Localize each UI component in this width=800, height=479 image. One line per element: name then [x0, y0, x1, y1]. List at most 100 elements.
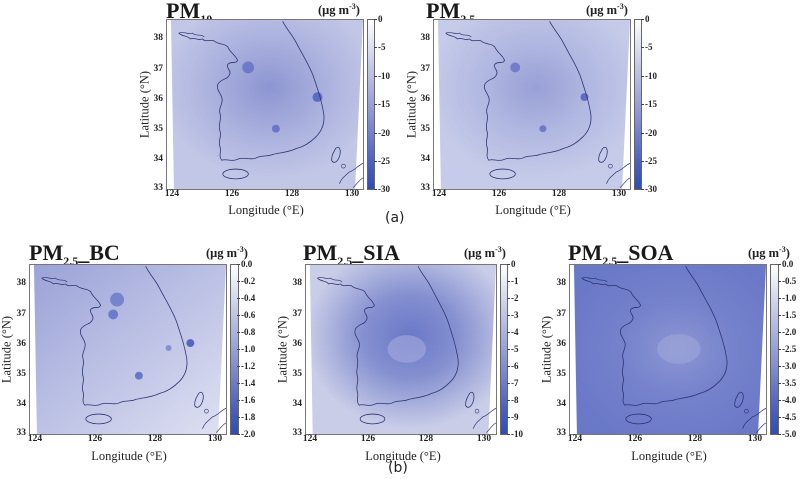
y-tick: 37 [16, 309, 27, 319]
x-axis-label: Longitude (°E) [495, 203, 571, 217]
colorbar-tick: -3.5 [777, 378, 797, 388]
y-tick: 34 [153, 154, 164, 164]
x-tick: 124 [164, 189, 180, 199]
colorbar-tick: -0.6 [236, 310, 256, 320]
y-tick: 35 [16, 369, 27, 379]
colorbar-tick: -15 [641, 99, 657, 109]
colorbar-tick: -0.2 [236, 276, 256, 286]
colorbar-tick: -1.4 [236, 378, 256, 388]
colorbar-tick: -20 [374, 128, 390, 138]
colorbar-tick: -1.6 [236, 395, 256, 405]
x-tick: 128 [147, 434, 163, 444]
colorbar-tick: -3 [507, 310, 519, 320]
colorbar-tick: 0 [374, 14, 383, 24]
map-plot [569, 264, 767, 435]
y-tick: 35 [556, 369, 567, 379]
y-tick: 38 [556, 278, 567, 288]
y-tick: 35 [292, 369, 303, 379]
colorbar-tick: -8 [507, 395, 519, 405]
y-axis-label: Latitude (°N) [137, 70, 152, 139]
y-tick: 38 [153, 33, 164, 43]
colorbar-tick: -10 [507, 429, 523, 439]
y-axis-label: Latitude (°N) [404, 70, 419, 139]
x-tick: 124 [567, 434, 583, 444]
y-tick: 36 [556, 339, 567, 349]
panel-title: PM2.5_SOA [568, 240, 674, 268]
panel-title: PM2.5_BC [29, 240, 120, 268]
y-tick: 34 [292, 399, 303, 409]
y-tick: 37 [556, 309, 567, 319]
y-tick: 33 [420, 183, 431, 193]
y-tick: 33 [292, 428, 303, 438]
x-tick: 128 [418, 434, 434, 444]
y-axis-label: Latitude (°N) [539, 315, 554, 384]
colorbar-tick: -2.5 [777, 344, 797, 354]
colorbar-tick: 0.0 [236, 259, 253, 269]
x-tick: 126 [224, 189, 240, 199]
map-plot [29, 264, 227, 435]
y-tick: 37 [153, 64, 164, 74]
colorbar-tick: 0 [507, 259, 516, 269]
x-axis-label: Longitude (°E) [365, 449, 441, 463]
colorbar-tick: -1.0 [777, 293, 797, 303]
colorbar-unit: (μg m-3) [318, 2, 360, 18]
colorbar-tick: -3.0 [777, 361, 797, 371]
y-axis-label: Latitude (°N) [275, 315, 290, 384]
colorbar-tick: -25 [374, 156, 390, 166]
colorbar-tick: -30 [641, 184, 657, 194]
colorbar-tick: -6 [507, 361, 519, 371]
map-plot [305, 264, 497, 435]
colorbar-tick: -5 [507, 344, 519, 354]
x-tick: 126 [491, 189, 507, 199]
map-plot [433, 19, 631, 190]
colorbar-tick: -10 [641, 71, 657, 81]
y-tick: 36 [420, 94, 431, 104]
colorbar-tick: -1.5 [777, 310, 797, 320]
x-axis-label: Longitude (°E) [91, 449, 167, 463]
y-tick: 34 [420, 154, 431, 164]
y-tick: 33 [153, 183, 164, 193]
colorbar-tick: -30 [374, 184, 390, 194]
x-tick: 130 [207, 434, 223, 444]
y-tick: 35 [153, 124, 164, 134]
colorbar-tick: -1.2 [236, 361, 256, 371]
colorbar-tick: -15 [374, 99, 390, 109]
colorbar-tick: -4.5 [777, 412, 797, 422]
y-tick: 37 [420, 64, 431, 74]
y-tick: 34 [16, 399, 27, 409]
y-tick: 34 [556, 399, 567, 409]
colorbar-tick: -2 [507, 293, 519, 303]
x-axis-label: Longitude (°E) [228, 203, 304, 217]
x-tick: 130 [611, 189, 627, 199]
map-plot [166, 19, 364, 190]
y-tick: 38 [292, 278, 303, 288]
x-tick: 130 [344, 189, 360, 199]
colorbar-unit: (μg m-3) [586, 2, 628, 18]
colorbar-tick: -20 [641, 128, 657, 138]
colorbar-tick: -5 [374, 42, 386, 52]
y-tick: 36 [292, 339, 303, 349]
colorbar-tick: -4 [507, 327, 519, 337]
colorbar-tick: -1.0 [236, 344, 256, 354]
colorbar-unit: (μg m-3) [748, 245, 790, 261]
colorbar-tick: -7 [507, 378, 519, 388]
x-tick: 128 [687, 434, 703, 444]
y-tick: 33 [16, 428, 27, 438]
x-axis-label: Longitude (°E) [631, 449, 707, 463]
y-axis-label: Latitude (°N) [0, 315, 14, 384]
x-tick: 130 [476, 434, 492, 444]
colorbar-tick: 0.0 [777, 259, 794, 269]
colorbar-tick: -1.8 [236, 412, 256, 422]
colorbar-tick: 0 [641, 14, 650, 24]
x-tick: 126 [360, 434, 376, 444]
colorbar-tick: -0.8 [236, 327, 256, 337]
colorbar-unit: (μg m-3) [206, 245, 248, 261]
x-tick: 124 [431, 189, 447, 199]
x-tick: 124 [27, 434, 43, 444]
colorbar-tick: -25 [641, 156, 657, 166]
colorbar-unit: (μg m-3) [464, 245, 506, 261]
x-tick: 126 [87, 434, 103, 444]
y-tick: 35 [420, 124, 431, 134]
colorbar-tick: -5.0 [777, 429, 797, 439]
panel-title: PM2.5_SIA [303, 240, 400, 268]
